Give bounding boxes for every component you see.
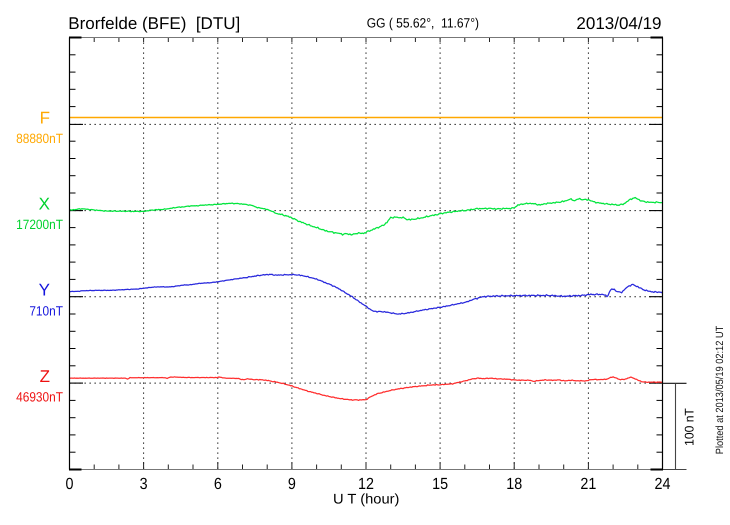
svg-text:17200nT: 17200nT xyxy=(16,217,63,232)
svg-text:100 nT: 100 nT xyxy=(682,408,696,446)
svg-text:2013/04/19: 2013/04/19 xyxy=(576,14,661,33)
svg-text:Z: Z xyxy=(40,367,50,386)
svg-text:Plotted at 2013/05/19 02:12 UT: Plotted at 2013/05/19 02:12 UT xyxy=(714,325,726,454)
svg-text:46930nT: 46930nT xyxy=(16,390,63,405)
svg-text:0: 0 xyxy=(66,475,74,493)
svg-text:88880nT: 88880nT xyxy=(16,131,63,146)
svg-text:710nT: 710nT xyxy=(29,303,63,318)
svg-text:F: F xyxy=(40,108,50,127)
svg-text:15: 15 xyxy=(432,475,448,493)
svg-text:U T (hour): U T (hour) xyxy=(333,491,399,507)
svg-text:3: 3 xyxy=(140,475,148,493)
svg-text:6: 6 xyxy=(214,475,222,493)
svg-text:Brorfelde (BFE) [DTU]: Brorfelde (BFE) [DTU] xyxy=(68,14,240,33)
svg-text:X: X xyxy=(39,195,50,214)
svg-text:24: 24 xyxy=(655,475,671,493)
svg-text:Y: Y xyxy=(39,281,50,300)
svg-text:21: 21 xyxy=(580,475,596,493)
svg-text:12: 12 xyxy=(358,475,374,493)
svg-text:GG ( 55.62°, 11.67°): GG ( 55.62°, 11.67°) xyxy=(367,16,479,31)
svg-text:9: 9 xyxy=(288,475,296,493)
svg-text:18: 18 xyxy=(506,475,522,493)
